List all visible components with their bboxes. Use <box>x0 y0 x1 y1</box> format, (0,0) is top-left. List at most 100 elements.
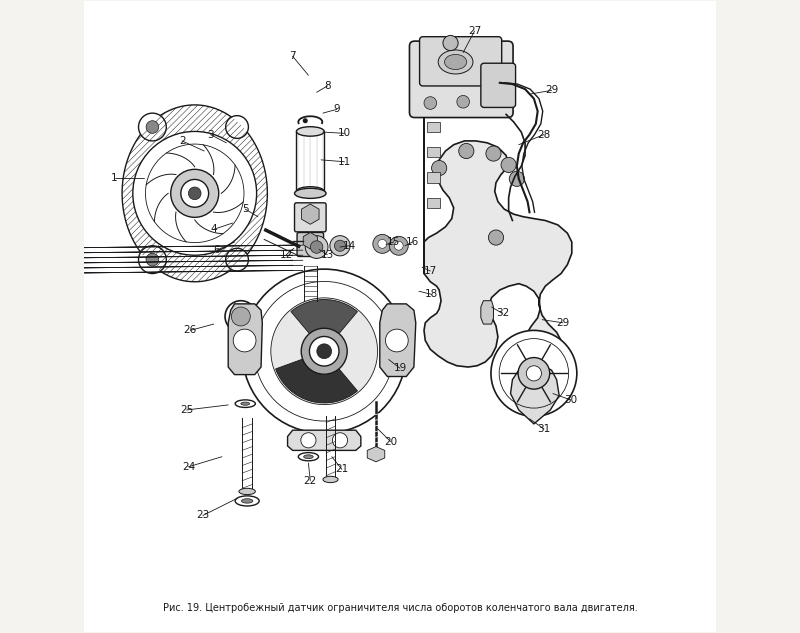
Circle shape <box>271 298 378 404</box>
FancyBboxPatch shape <box>294 203 326 232</box>
Circle shape <box>310 337 339 366</box>
Ellipse shape <box>323 476 338 482</box>
FancyBboxPatch shape <box>419 37 502 86</box>
Bar <box>297 132 324 191</box>
Text: 15: 15 <box>387 237 400 247</box>
Text: 29: 29 <box>545 85 558 96</box>
Polygon shape <box>228 304 262 375</box>
Ellipse shape <box>297 127 324 136</box>
Ellipse shape <box>239 488 255 494</box>
Ellipse shape <box>241 402 250 405</box>
Circle shape <box>181 179 209 207</box>
Text: 24: 24 <box>182 462 195 472</box>
Text: 11: 11 <box>338 157 351 166</box>
Circle shape <box>486 146 501 161</box>
Circle shape <box>133 132 257 255</box>
Circle shape <box>330 235 350 256</box>
Text: 6: 6 <box>214 245 220 255</box>
Circle shape <box>491 330 577 417</box>
Text: 31: 31 <box>538 424 550 434</box>
Polygon shape <box>287 430 361 451</box>
Circle shape <box>431 161 446 175</box>
Wedge shape <box>291 299 358 351</box>
Text: 10: 10 <box>338 128 351 139</box>
Text: 21: 21 <box>335 465 349 474</box>
Circle shape <box>146 253 158 266</box>
Ellipse shape <box>297 187 324 196</box>
Polygon shape <box>481 301 494 324</box>
Polygon shape <box>122 105 267 282</box>
FancyBboxPatch shape <box>410 41 513 118</box>
Circle shape <box>501 158 516 173</box>
Text: 17: 17 <box>424 266 437 276</box>
Text: 4: 4 <box>210 224 217 234</box>
Ellipse shape <box>438 50 473 74</box>
Bar <box>427 173 440 182</box>
Polygon shape <box>303 232 318 249</box>
Text: 7: 7 <box>290 51 296 61</box>
Text: 18: 18 <box>425 289 438 299</box>
Text: 29: 29 <box>556 318 570 328</box>
Circle shape <box>302 118 308 123</box>
Ellipse shape <box>298 453 318 461</box>
Ellipse shape <box>445 54 466 70</box>
Circle shape <box>301 433 316 448</box>
Wedge shape <box>275 351 358 403</box>
Polygon shape <box>380 304 416 377</box>
Text: 8: 8 <box>324 81 330 91</box>
Circle shape <box>231 307 250 326</box>
Bar <box>427 147 440 158</box>
Circle shape <box>373 234 392 253</box>
Ellipse shape <box>242 499 253 503</box>
Text: 5: 5 <box>242 204 249 214</box>
Bar <box>427 122 440 132</box>
Text: 14: 14 <box>343 241 356 251</box>
Text: 12: 12 <box>280 249 293 260</box>
Circle shape <box>146 121 158 134</box>
Polygon shape <box>510 364 559 424</box>
Circle shape <box>170 170 218 217</box>
Text: 1: 1 <box>111 173 118 182</box>
Circle shape <box>310 241 323 253</box>
Ellipse shape <box>235 400 255 408</box>
Text: 23: 23 <box>196 510 210 520</box>
Circle shape <box>334 240 346 251</box>
Circle shape <box>510 172 525 186</box>
Circle shape <box>378 239 386 248</box>
Circle shape <box>443 35 458 51</box>
Circle shape <box>302 329 347 374</box>
Text: 26: 26 <box>184 325 197 335</box>
Polygon shape <box>424 97 572 367</box>
Circle shape <box>424 97 437 110</box>
Ellipse shape <box>294 188 326 198</box>
Ellipse shape <box>304 455 313 459</box>
Text: 30: 30 <box>564 395 577 405</box>
Circle shape <box>138 113 166 141</box>
Circle shape <box>526 366 542 381</box>
Circle shape <box>457 96 470 108</box>
Text: 27: 27 <box>468 26 481 36</box>
FancyBboxPatch shape <box>297 232 323 256</box>
Text: 20: 20 <box>384 437 397 446</box>
Text: 22: 22 <box>304 476 317 486</box>
Circle shape <box>234 329 256 352</box>
Circle shape <box>386 329 408 352</box>
Text: 32: 32 <box>496 308 509 318</box>
Circle shape <box>390 236 408 255</box>
Circle shape <box>226 116 249 139</box>
Text: 25: 25 <box>180 405 193 415</box>
Text: 3: 3 <box>207 130 214 140</box>
Text: 19: 19 <box>394 363 406 373</box>
Polygon shape <box>367 447 385 461</box>
Text: 9: 9 <box>334 104 340 115</box>
Circle shape <box>458 144 474 159</box>
Bar <box>427 197 440 208</box>
Circle shape <box>306 235 328 258</box>
Text: 16: 16 <box>406 237 419 247</box>
Text: 28: 28 <box>538 130 550 140</box>
Circle shape <box>189 187 201 199</box>
Text: 13: 13 <box>321 249 334 260</box>
Circle shape <box>489 230 503 245</box>
Circle shape <box>138 246 166 273</box>
Text: 2: 2 <box>178 136 186 146</box>
